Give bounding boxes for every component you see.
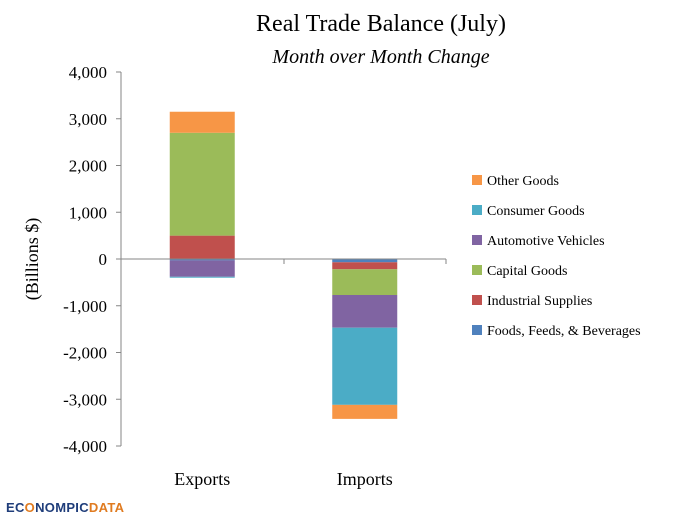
bar-imports-other-goods [332, 404, 398, 419]
y-tick-label: 1,000 [69, 203, 107, 222]
y-tick-label: -3,000 [63, 390, 107, 409]
legend-swatch-foods-feeds-beverages [472, 325, 482, 335]
bar-exports-other-goods [169, 111, 235, 133]
bars-group [169, 111, 398, 419]
logo-globe-icon: O [24, 500, 36, 515]
bar-imports-automotive-vehicles [332, 294, 398, 328]
y-tick-label: 2,000 [69, 157, 107, 176]
x-label-exports: Exports [174, 469, 230, 489]
y-tick-label: 4,000 [69, 63, 107, 82]
chart-subtitle: Month over Month Change [271, 46, 489, 68]
bar-exports-automotive-vehicles [169, 260, 235, 277]
logo-text-part2: NOMPIC [35, 500, 89, 515]
bar-exports-industrial-supplies [169, 235, 235, 259]
y-tick-label: -1,000 [63, 297, 107, 316]
bar-imports-capital-goods [332, 269, 398, 295]
legend-label-industrial-supplies: Industrial Supplies [487, 294, 592, 309]
legend-swatch-industrial-supplies [472, 295, 482, 305]
legend-swatch-consumer-goods [472, 205, 482, 215]
logo-text-part1: EC [6, 500, 25, 515]
legend-swatch-capital-goods [472, 265, 482, 275]
bar-imports-consumer-goods [332, 327, 398, 405]
bar-exports-foods-feeds-beverages [169, 259, 235, 261]
bar-exports-consumer-goods [169, 276, 235, 278]
x-label-imports: Imports [337, 469, 393, 489]
y-tick-label: 3,000 [69, 110, 107, 129]
chart-title: Real Trade Balance (July) [256, 11, 506, 37]
legend-label-other-goods: Other Goods [487, 174, 559, 189]
y-axis-title: (Billions $) [22, 218, 43, 301]
legend-swatch-automotive-vehicles [472, 235, 482, 245]
legend-swatch-other-goods [472, 175, 482, 185]
bar-imports-industrial-supplies [332, 262, 398, 270]
bar-imports-foods-feeds-beverages [332, 259, 398, 263]
y-tick-label: -4,000 [63, 437, 107, 456]
y-tick-label: -2,000 [63, 344, 107, 363]
y-axis-ticks: 4,000 3,000 2,000 1,000 0 -1,000 -2,000 -3,000 -… [63, 63, 121, 456]
y-tick-label: 0 [99, 250, 108, 269]
legend-label-automotive-vehicles: Automotive Vehicles [487, 234, 605, 249]
bar-exports-capital-goods [169, 132, 235, 236]
x-axis-labels: Exports Imports [174, 469, 393, 489]
legend-label-foods-feeds-beverages: Foods, Feeds, & Beverages [487, 324, 641, 339]
legend-label-consumer-goods: Consumer Goods [487, 204, 585, 219]
logo-text-part3: DATA [88, 500, 125, 515]
economicdata-logo: ECONOMPICDATA [6, 500, 124, 515]
legend: Other Goods Consumer Goods Automotive Vehi… [472, 174, 641, 339]
legend-label-capital-goods: Capital Goods [487, 264, 568, 279]
